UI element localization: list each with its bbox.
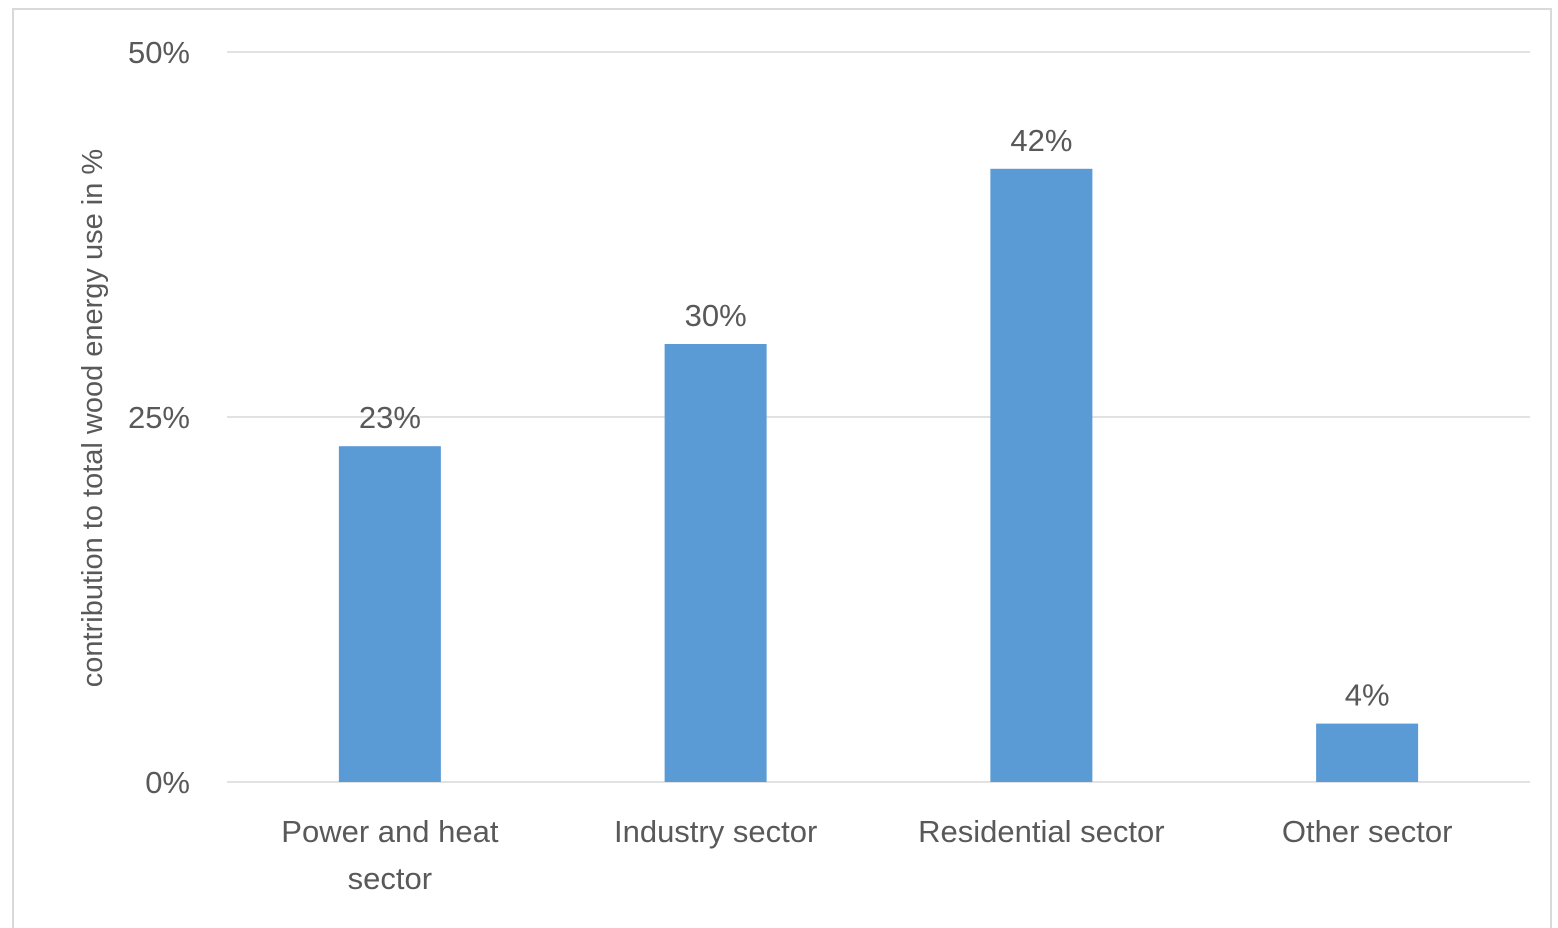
data-labels: 23% 30% 42% 4% xyxy=(359,123,1390,713)
y-axis-ticks: 0% 25% 50% xyxy=(128,35,190,800)
x-category-label: Other sector xyxy=(1282,814,1453,849)
x-category-label: Industry sector xyxy=(614,814,817,849)
gridlines xyxy=(227,51,1530,783)
bar xyxy=(664,344,767,782)
bar xyxy=(990,168,1093,783)
y-axis-title: contribution to total wood energy use in… xyxy=(77,149,109,687)
chart-frame xyxy=(12,8,1552,928)
x-axis-categories: Power and heat sector Industry sector Resid… xyxy=(281,814,1452,896)
y-tick-label: 50% xyxy=(128,35,190,70)
data-label: 23% xyxy=(359,400,421,435)
data-label: 30% xyxy=(685,298,747,333)
data-label: 42% xyxy=(1010,123,1072,158)
bar xyxy=(1316,723,1419,782)
data-label: 4% xyxy=(1345,678,1390,713)
y-tick-label: 25% xyxy=(128,400,190,435)
x-category-label: Residential sector xyxy=(918,814,1164,849)
y-tick-label: 0% xyxy=(145,765,190,800)
bar xyxy=(338,446,441,782)
bars xyxy=(338,168,1419,783)
x-category-label: Power and heat sector xyxy=(281,814,499,896)
